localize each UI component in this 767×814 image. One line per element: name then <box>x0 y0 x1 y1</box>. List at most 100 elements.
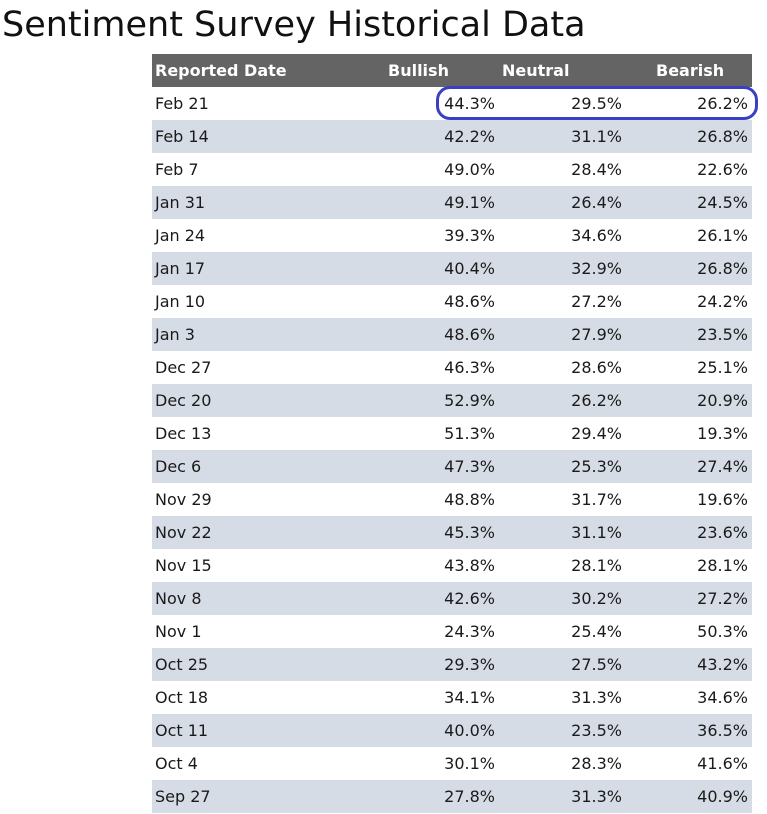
cell-neutral: 31.3% <box>499 780 626 813</box>
table-row: Oct 4 30.1% 28.3% 41.6% <box>152 747 752 780</box>
cell-neutral: 31.1% <box>499 120 626 153</box>
page-title: Sentiment Survey Historical Data <box>2 5 586 45</box>
cell-bearish: 19.6% <box>697 490 748 509</box>
cell-neutral: 34.6% <box>571 226 622 245</box>
table-row: Nov 15 43.8% 28.1% 28.1% <box>152 549 752 582</box>
cell-neutral: 23.5% <box>499 714 626 747</box>
cell-bullish: 42.2% <box>372 120 499 153</box>
cell-date: Nov 29 <box>155 490 212 509</box>
cell-neutral: 28.6% <box>571 358 622 377</box>
cell-bullish: 46.3% <box>444 358 495 377</box>
cell-date: Feb 14 <box>152 120 372 153</box>
cell-neutral: 31.1% <box>499 516 626 549</box>
cell-neutral: 30.2% <box>499 582 626 615</box>
table-row: Jan 24 39.3% 34.6% 26.1% <box>152 219 752 252</box>
cell-date: Nov 8 <box>152 582 372 615</box>
cell-date: Feb 7 <box>155 160 199 179</box>
cell-bullish: 29.3% <box>372 648 499 681</box>
cell-neutral: 25.4% <box>571 622 622 641</box>
cell-neutral: 27.2% <box>571 292 622 311</box>
cell-neutral: 32.9% <box>499 252 626 285</box>
cell-bullish: 48.6% <box>372 318 499 351</box>
table-row: Feb 7 49.0% 28.4% 22.6% <box>152 153 752 186</box>
cell-date: Nov 1 <box>155 622 202 641</box>
cell-neutral: 31.3% <box>571 688 622 707</box>
cell-bearish: 26.1% <box>697 226 748 245</box>
cell-date: Dec 13 <box>155 424 212 443</box>
cell-date: Oct 18 <box>155 688 209 707</box>
cell-neutral: 31.7% <box>571 490 622 509</box>
cell-bearish: 20.9% <box>626 384 752 417</box>
cell-date: Nov 22 <box>152 516 372 549</box>
table-row: Jan 31 49.1% 26.4% 24.5% <box>152 186 752 219</box>
cell-neutral: 29.4% <box>571 424 622 443</box>
cell-bullish: 45.3% <box>372 516 499 549</box>
cell-date: Oct 4 <box>155 754 198 773</box>
cell-bearish: 40.9% <box>626 780 752 813</box>
cell-bullish: 30.1% <box>444 754 495 773</box>
table-row: Feb 14 42.2% 31.1% 26.8% <box>152 120 752 153</box>
cell-bullish: 48.8% <box>444 490 495 509</box>
table-row: Oct 25 29.3% 27.5% 43.2% <box>152 648 752 681</box>
cell-bullish: 40.0% <box>372 714 499 747</box>
cell-bearish: 26.8% <box>626 120 752 153</box>
cell-neutral: 27.5% <box>499 648 626 681</box>
cell-date: Dec 6 <box>152 450 372 483</box>
header-neutral: Neutral <box>499 54 626 87</box>
cell-bearish: 22.6% <box>697 160 748 179</box>
cell-bearish: 24.2% <box>697 292 748 311</box>
table-row: Sep 27 27.8% 31.3% 40.9% <box>152 780 752 813</box>
cell-neutral: 26.4% <box>499 186 626 219</box>
table-row: Oct 18 34.1% 31.3% 34.6% <box>152 681 752 714</box>
cell-neutral: 28.3% <box>571 754 622 773</box>
cell-bullish: 34.1% <box>444 688 495 707</box>
cell-neutral: 28.4% <box>571 160 622 179</box>
cell-date: Jan 24 <box>155 226 206 245</box>
table-body: Feb 21 44.3% 29.5% 26.2% Feb 14 42.2% 31.1% 26.… <box>152 87 752 813</box>
cell-neutral: 26.2% <box>499 384 626 417</box>
cell-bearish: 50.3% <box>697 622 748 641</box>
cell-bullish: 43.8% <box>444 556 495 575</box>
cell-date: Oct 11 <box>152 714 372 747</box>
cell-date: Dec 27 <box>155 358 212 377</box>
table-row: Nov 29 48.8% 31.7% 19.6% <box>152 483 752 516</box>
cell-bullish: 42.6% <box>372 582 499 615</box>
cell-bullish: 49.0% <box>444 160 495 179</box>
cell-bullish: 27.8% <box>372 780 499 813</box>
cell-neutral: 25.3% <box>499 450 626 483</box>
cell-date: Jan 31 <box>152 186 372 219</box>
cell-bearish: 26.2% <box>697 94 748 113</box>
cell-bearish: 27.4% <box>626 450 752 483</box>
table-row: Jan 3 48.6% 27.9% 23.5% <box>152 318 752 351</box>
cell-bearish: 43.2% <box>626 648 752 681</box>
cell-bullish: 39.3% <box>444 226 495 245</box>
table-row: Oct 11 40.0% 23.5% 36.5% <box>152 714 752 747</box>
cell-bullish: 48.6% <box>444 292 495 311</box>
cell-bearish: 23.6% <box>626 516 752 549</box>
cell-bullish: 44.3% <box>444 94 495 113</box>
cell-neutral: 29.5% <box>571 94 622 113</box>
table-row: Feb 21 44.3% 29.5% 26.2% <box>152 87 752 120</box>
header-reported-date: Reported Date <box>152 54 372 87</box>
cell-date: Jan 10 <box>155 292 206 311</box>
cell-bearish: 28.1% <box>697 556 748 575</box>
sentiment-table: Reported Date Bullish Neutral Bearish Fe… <box>152 54 752 813</box>
table-row: Jan 10 48.6% 27.2% 24.2% <box>152 285 752 318</box>
table-row: Dec 20 52.9% 26.2% 20.9% <box>152 384 752 417</box>
cell-neutral: 27.9% <box>499 318 626 351</box>
header-bearish: Bearish <box>626 54 752 87</box>
cell-bullish: 47.3% <box>372 450 499 483</box>
cell-neutral: 28.1% <box>571 556 622 575</box>
cell-date: Dec 20 <box>152 384 372 417</box>
cell-bullish: 49.1% <box>372 186 499 219</box>
table-row: Dec 27 46.3% 28.6% 25.1% <box>152 351 752 384</box>
cell-date: Jan 3 <box>152 318 372 351</box>
cell-bearish: 41.6% <box>697 754 748 773</box>
cell-bearish: 34.6% <box>697 688 748 707</box>
cell-date: Jan 17 <box>152 252 372 285</box>
cell-bearish: 27.2% <box>626 582 752 615</box>
table-header-row: Reported Date Bullish Neutral Bearish <box>152 54 752 87</box>
header-bullish: Bullish <box>372 54 499 87</box>
cell-bullish: 40.4% <box>372 252 499 285</box>
cell-bullish: 51.3% <box>444 424 495 443</box>
